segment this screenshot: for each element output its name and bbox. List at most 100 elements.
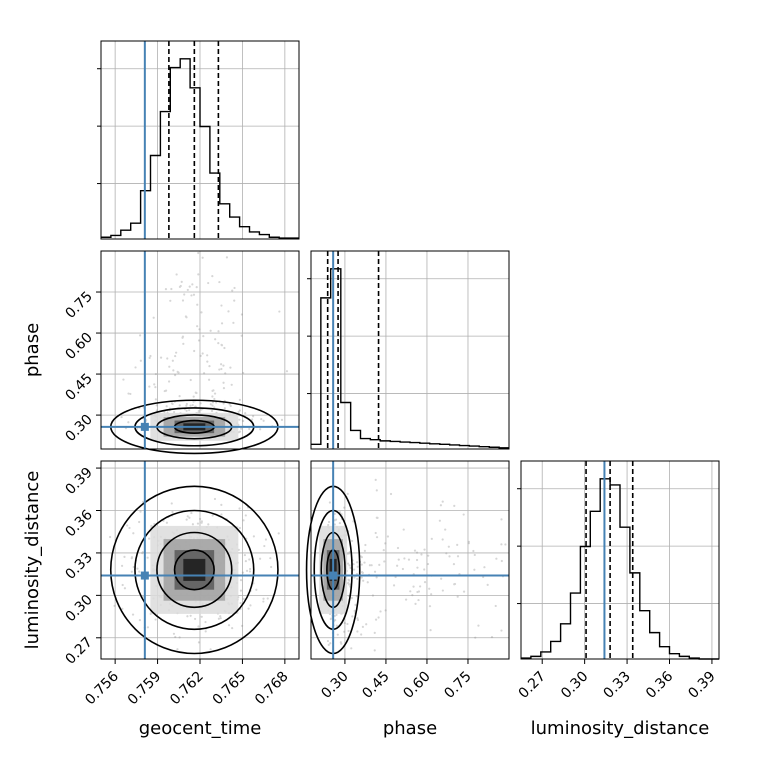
- sample-point: [375, 489, 378, 492]
- sample-point: [490, 635, 494, 639]
- sample-point: [122, 378, 125, 381]
- sample-point: [241, 624, 244, 627]
- y-tick-label-luminosity_distance: 0.39: [62, 465, 95, 498]
- sample-point: [128, 526, 131, 530]
- sample-point: [207, 378, 211, 381]
- sample-point: [374, 531, 377, 535]
- sample-point: [370, 564, 373, 567]
- sample-point: [218, 280, 221, 284]
- sample-point: [448, 555, 451, 558]
- scatter-phase-vs-luminosity_distance-frame: [310, 460, 510, 660]
- sample-point: [453, 582, 457, 586]
- sample-point: [153, 383, 156, 386]
- sample-point: [354, 603, 357, 606]
- sample-point: [172, 632, 176, 635]
- sample-point: [335, 613, 338, 616]
- x-tick-label-geocent_time: 0.762: [167, 669, 207, 709]
- sample-point: [225, 256, 229, 259]
- sample-point: [120, 415, 123, 419]
- sample-point: [165, 521, 169, 524]
- sample-point: [238, 398, 241, 401]
- sample-point: [500, 543, 503, 546]
- y-tick-label-phase: 0.75: [62, 289, 95, 322]
- sample-point: [202, 335, 205, 338]
- sample-point: [206, 360, 209, 363]
- sample-point: [338, 521, 341, 525]
- sample-point: [328, 501, 331, 504]
- sample-point: [129, 392, 132, 396]
- sample-point: [264, 538, 268, 541]
- sample-point: [426, 562, 430, 566]
- sample-point: [347, 578, 350, 581]
- sample-point: [223, 346, 226, 350]
- sample-point: [351, 539, 354, 543]
- sample-point: [164, 389, 168, 392]
- sample-point: [365, 623, 368, 626]
- sample-point: [334, 518, 338, 521]
- sample-point: [456, 595, 459, 598]
- sample-point: [441, 538, 444, 541]
- sample-point: [196, 303, 199, 306]
- y-axis-title-phase: phase: [22, 323, 43, 377]
- sample-point: [335, 624, 338, 627]
- sample-point: [215, 401, 218, 404]
- x-tick-label-luminosity_distance: 0.39: [685, 669, 718, 702]
- sample-point: [177, 371, 180, 374]
- sample-point: [229, 366, 232, 369]
- sample-point: [194, 391, 197, 394]
- y-tick-label-luminosity_distance: 0.30: [62, 592, 95, 625]
- sample-point: [245, 569, 249, 572]
- sample-point: [141, 552, 144, 555]
- sample-point: [347, 629, 350, 633]
- sample-point: [138, 520, 141, 524]
- sample-point: [252, 415, 255, 418]
- sample-point: [242, 597, 245, 600]
- scatter-geocent_time-vs-phase-truth-marker: [140, 422, 149, 431]
- sample-point: [355, 595, 358, 598]
- sample-point: [188, 285, 191, 288]
- sample-point: [244, 560, 247, 563]
- y-tick-label-luminosity_distance: 0.36: [62, 507, 95, 540]
- sample-point: [415, 558, 419, 562]
- sample-point: [262, 419, 265, 422]
- sample-point: [255, 588, 258, 591]
- sample-point: [500, 629, 503, 632]
- sample-point: [197, 273, 200, 276]
- sample-point: [333, 512, 336, 515]
- sample-point: [219, 615, 222, 618]
- sample-point: [199, 402, 202, 405]
- sample-point: [141, 551, 144, 554]
- sample-point: [462, 590, 466, 593]
- sample-point: [198, 328, 201, 331]
- sample-point: [186, 515, 189, 518]
- sample-point: [182, 342, 185, 345]
- sample-point: [175, 351, 178, 354]
- sample-point: [138, 619, 141, 622]
- sample-point: [146, 556, 149, 559]
- sample-point: [173, 374, 177, 377]
- sample-point: [270, 565, 273, 569]
- sample-point: [401, 567, 405, 571]
- sample-point: [196, 522, 200, 525]
- sample-point: [233, 286, 236, 290]
- sample-point: [373, 649, 376, 652]
- sample-point: [201, 352, 204, 355]
- sample-point: [206, 354, 209, 357]
- x-tick-label-geocent_time: 0.765: [210, 669, 250, 709]
- sample-point: [123, 555, 126, 558]
- sample-point: [132, 532, 135, 535]
- sample-point: [188, 409, 191, 412]
- sample-point: [183, 293, 186, 296]
- sample-point: [364, 543, 367, 547]
- sample-point: [207, 523, 210, 526]
- sample-point: [152, 316, 155, 319]
- sample-point: [191, 283, 194, 286]
- scatter-geocent_time-vs-luminosity_distance-truth-marker: [140, 571, 149, 580]
- sample-point: [392, 584, 396, 587]
- scatter-geocent_time-vs-luminosity_distance-contour-2: [156, 531, 233, 609]
- sample-point: [477, 624, 480, 627]
- sample-point: [222, 402, 225, 405]
- sample-point: [178, 636, 181, 639]
- sample-point: [441, 500, 444, 503]
- sample-point: [377, 616, 380, 619]
